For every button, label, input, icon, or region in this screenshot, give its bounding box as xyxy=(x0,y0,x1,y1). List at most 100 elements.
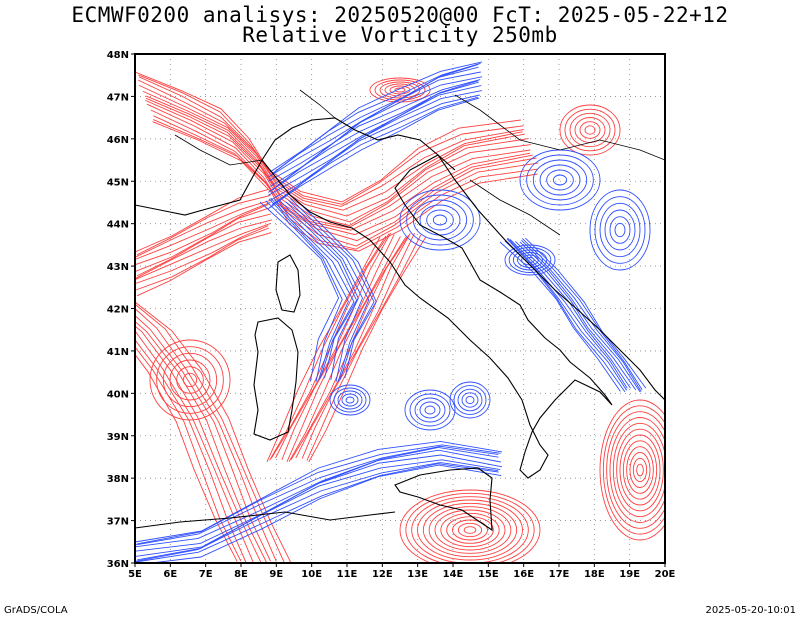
negative-contour xyxy=(409,393,451,427)
positive-contour xyxy=(136,213,271,277)
negative-contour xyxy=(449,381,491,419)
positive-contour xyxy=(579,121,601,139)
lon-tick-label: 15E xyxy=(478,569,499,580)
negative-contour xyxy=(329,384,371,416)
negative-contour xyxy=(259,201,340,382)
lon-tick-label: 13E xyxy=(407,569,428,580)
negative-contour xyxy=(426,209,454,231)
lon-tick-label: 16E xyxy=(513,569,534,580)
negative-contour xyxy=(269,61,483,173)
negative-contour xyxy=(341,393,359,407)
positive-contour xyxy=(290,235,409,460)
positive-contour xyxy=(599,399,665,541)
positive-contour xyxy=(306,234,422,461)
negative-contour xyxy=(270,197,355,379)
lat-tick-label: 39N xyxy=(107,432,129,443)
negative-contour xyxy=(147,464,502,563)
negative-contour xyxy=(532,159,588,201)
positive-contour xyxy=(616,428,664,512)
positive-contour xyxy=(135,301,292,563)
negative-contour xyxy=(265,200,343,382)
lon-tick-label: 20E xyxy=(655,569,676,580)
lat-tick-label: 45N xyxy=(107,177,129,188)
negative-contour xyxy=(136,444,501,545)
negative-contour xyxy=(268,198,349,381)
negative-contour xyxy=(294,197,377,379)
negative-contour xyxy=(525,257,535,263)
positive-contour xyxy=(269,235,387,461)
positive-contour xyxy=(446,516,494,544)
positive-contour xyxy=(135,203,269,266)
positive-contour xyxy=(622,440,658,500)
positive-contour xyxy=(135,199,273,258)
positive-contour xyxy=(286,236,401,462)
positive-contour xyxy=(135,346,242,562)
lon-tick-label: 10E xyxy=(301,569,322,580)
positive-contour xyxy=(138,76,524,207)
negative-contour xyxy=(465,395,475,405)
negative-contour xyxy=(269,96,479,208)
positive-contour xyxy=(384,83,416,97)
lat-tick-label: 40N xyxy=(107,389,129,400)
positive-contour xyxy=(135,201,271,260)
lat-tick-label: 41N xyxy=(107,347,129,358)
positive-contour xyxy=(152,121,538,252)
positive-contour xyxy=(135,207,269,272)
positive-contour xyxy=(619,434,661,506)
positive-contour xyxy=(394,87,406,93)
negative-contour xyxy=(512,249,548,271)
negative-contour xyxy=(337,390,363,410)
negative-contour xyxy=(288,199,370,382)
negative-contour xyxy=(432,214,448,226)
positive-contour xyxy=(176,366,204,394)
positive-contour xyxy=(417,499,523,561)
positive-contour xyxy=(434,509,506,551)
lon-tick-label: 5E xyxy=(128,569,142,580)
negative-contour xyxy=(521,239,642,392)
negative-contour xyxy=(526,154,594,206)
negative-contour xyxy=(614,222,626,238)
positive-contour xyxy=(135,188,269,253)
negative-contour xyxy=(453,385,487,415)
negative-contour xyxy=(270,90,482,201)
lat-tick-label: 48N xyxy=(107,50,129,61)
positive-contour xyxy=(632,457,648,483)
positive-contour xyxy=(169,359,211,401)
positive-contour xyxy=(135,219,273,279)
negative-contour xyxy=(135,463,499,563)
negative-contour xyxy=(506,238,627,391)
negative-contour xyxy=(552,174,568,186)
negative-contour xyxy=(525,237,647,389)
positive-contour xyxy=(135,353,238,562)
negative-contour xyxy=(271,62,481,175)
positive-contour xyxy=(135,308,277,562)
positive-contour xyxy=(135,223,271,281)
positive-contour xyxy=(452,519,488,541)
latitude-labels: 36N 37N 38N 39N 40N 41N 42N 43N 44N 45N 46N 47N 48N xyxy=(107,50,135,570)
negative-contour xyxy=(280,201,359,381)
positive-contour xyxy=(626,446,654,494)
negative-contour xyxy=(599,202,641,258)
lat-tick-label: 42N xyxy=(107,305,129,316)
positive-contour xyxy=(405,492,535,563)
positive-contour xyxy=(135,225,269,285)
footer-timestamp: 2025-05-20-10:01 xyxy=(705,605,796,616)
negative-contour xyxy=(289,198,375,380)
positive-contour xyxy=(411,496,529,563)
negative-contour xyxy=(457,388,483,412)
lon-tick-label: 11E xyxy=(337,569,358,580)
negative-contour xyxy=(609,216,631,244)
lat-tick-label: 47N xyxy=(107,92,129,103)
title-line-1: ECMWF0200 analisys: 20250520@00 FcT: 202… xyxy=(71,3,729,27)
positive-contour xyxy=(266,236,381,463)
positive-contour xyxy=(629,452,651,488)
negative-contour xyxy=(412,199,468,241)
negative-contour xyxy=(406,194,474,246)
positive-contour xyxy=(136,232,272,297)
negative-contour xyxy=(285,201,363,382)
positive-contour xyxy=(138,74,524,205)
negative-contour xyxy=(333,387,367,413)
lat-tick-label: 43N xyxy=(107,262,129,273)
positive-contour xyxy=(139,84,525,217)
